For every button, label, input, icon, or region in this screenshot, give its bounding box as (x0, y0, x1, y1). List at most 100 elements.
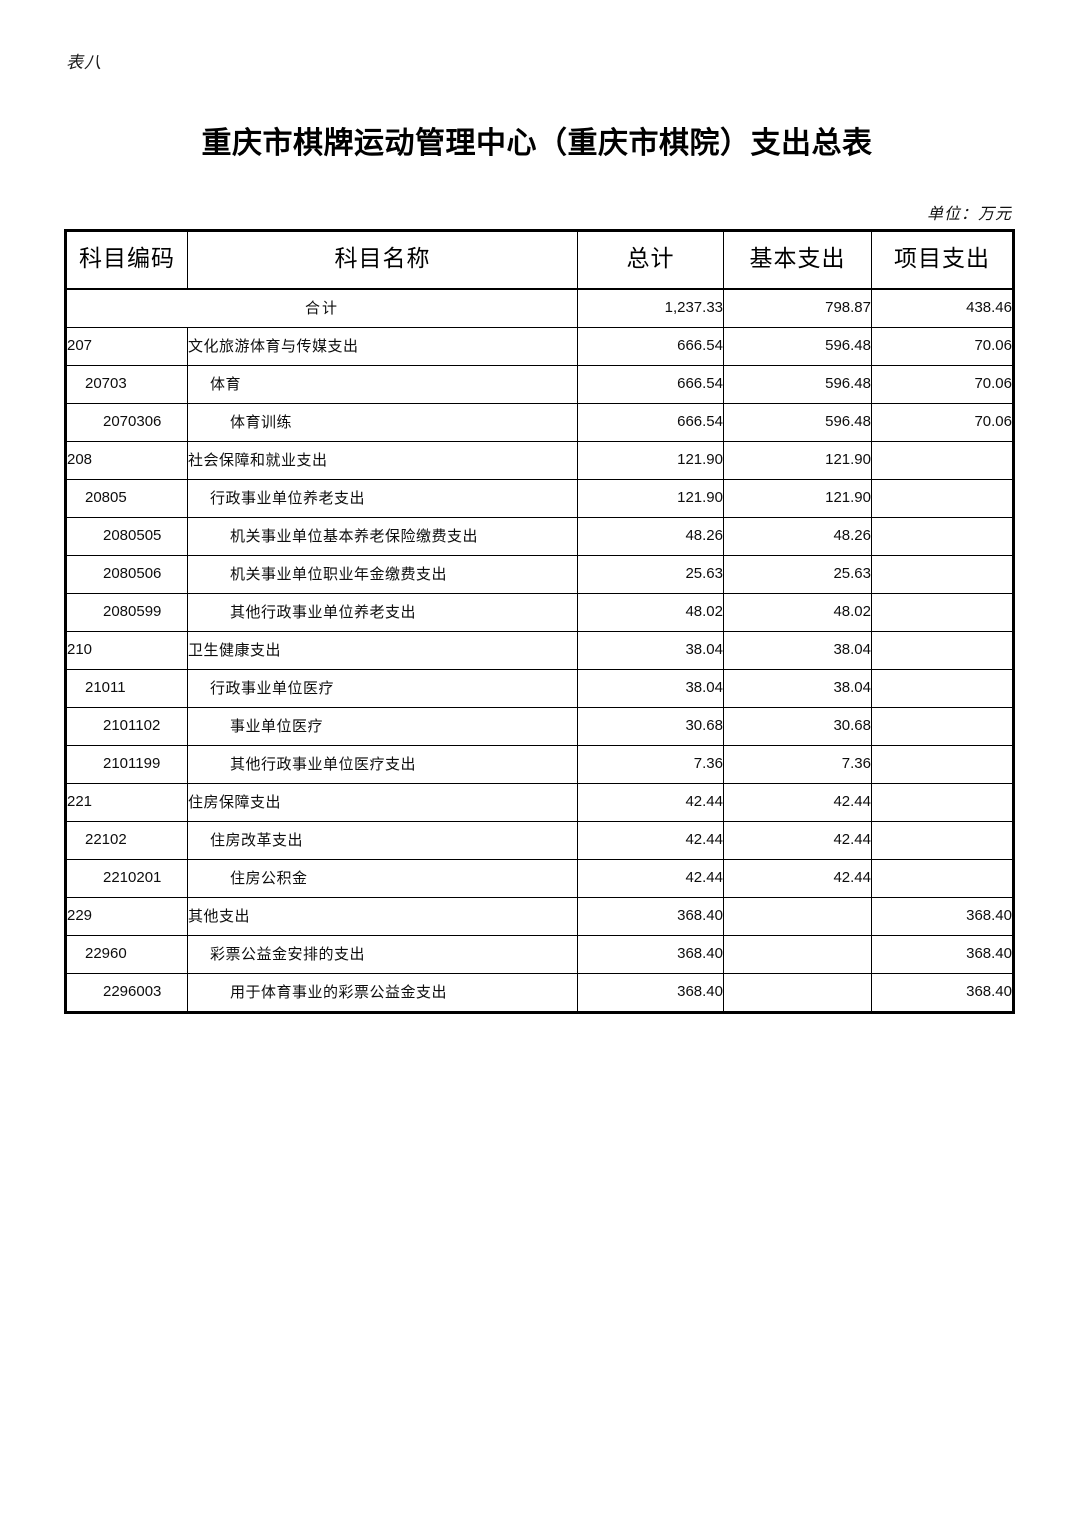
cell-project: 70.06 (871, 365, 1014, 404)
cell-project (871, 859, 1014, 898)
cell-basic: 38.04 (723, 631, 872, 670)
cell-subject-code: 2101199 (65, 745, 188, 784)
cell-basic (723, 935, 872, 974)
cell-subject-code: 208 (65, 441, 188, 480)
column-header-code: 科目编码 (65, 230, 188, 290)
cell-basic: 596.48 (723, 365, 872, 404)
cell-subject-name: 用于体育事业的彩票公益金支出 (187, 973, 578, 1013)
cell-project (871, 555, 1014, 594)
cell-basic (723, 897, 872, 936)
table-row: 207 文化旅游体育与传媒支出 666.54 596.48 70.06 (65, 327, 1014, 366)
table-row: 2080599 其他行政事业单位养老支出 48.02 48.02 (65, 593, 1014, 632)
unit-note: 单位：万元 (926, 204, 1012, 223)
table-row: 20805 行政事业单位养老支出 121.90 121.90 (65, 479, 1014, 518)
cell-total: 666.54 (577, 327, 724, 366)
cell-subject-name: 体育训练 (187, 403, 578, 442)
cell-subject-name: 其他支出 (187, 897, 578, 936)
cell-subject-name: 社会保障和就业支出 (187, 441, 578, 480)
cell-total: 38.04 (577, 669, 724, 708)
form-number-label: 表八 (66, 53, 102, 73)
cell-subject-code: 207 (65, 327, 188, 366)
cell-subject-name: 住房公积金 (187, 859, 578, 898)
table-row-grand-total: 合计 1,237.33 798.87 438.46 (65, 288, 1014, 328)
cell-subject-code: 229 (65, 897, 188, 936)
cell-project: 70.06 (871, 403, 1014, 442)
table-row: 2210201 住房公积金 42.44 42.44 (65, 859, 1014, 898)
cell-basic: 48.02 (723, 593, 872, 632)
cell-project: 368.40 (871, 897, 1014, 936)
cell-total: 666.54 (577, 403, 724, 442)
table-row: 2080506 机关事业单位职业年金缴费支出 25.63 25.63 (65, 555, 1014, 594)
cell-subject-code: 22960 (65, 935, 188, 974)
cell-total: 30.68 (577, 707, 724, 746)
cell-subject-name: 住房改革支出 (187, 821, 578, 860)
table-row: 229 其他支出 368.40 368.40 (65, 897, 1014, 936)
cell-project: 368.40 (871, 935, 1014, 974)
table-row: 2101102 事业单位医疗 30.68 30.68 (65, 707, 1014, 746)
cell-subject-name: 机关事业单位职业年金缴费支出 (187, 555, 578, 594)
page-title: 重庆市棋牌运动管理中心（重庆市棋院）支出总表 (201, 126, 873, 161)
cell-total: 25.63 (577, 555, 724, 594)
cell-subject-code: 20703 (65, 365, 188, 404)
cell-basic (723, 973, 872, 1013)
cell-subject-code: 2080599 (65, 593, 188, 632)
table-row: 2101199 其他行政事业单位医疗支出 7.36 7.36 (65, 745, 1014, 784)
cell-subject-code: 221 (65, 783, 188, 822)
expenditure-table: 科目编码 科目名称 总计 基本支出 项目支出 合计 1,237.33 798.8… (64, 229, 1015, 1014)
table-row: 2296003 用于体育事业的彩票公益金支出 368.40 368.40 (65, 973, 1014, 1013)
column-header-name: 科目名称 (187, 230, 578, 290)
cell-project (871, 631, 1014, 670)
cell-project (871, 479, 1014, 518)
cell-subject-code: 2080505 (65, 517, 188, 556)
cell-project (871, 707, 1014, 746)
table-row: 2070306 体育训练 666.54 596.48 70.06 (65, 403, 1014, 442)
table-row: 22960 彩票公益金安排的支出 368.40 368.40 (65, 935, 1014, 974)
cell-total: 48.26 (577, 517, 724, 556)
cell-project (871, 669, 1014, 708)
cell-basic: 7.36 (723, 745, 872, 784)
cell-total: 38.04 (577, 631, 724, 670)
grand-total-total: 1,237.33 (577, 288, 724, 328)
cell-subject-code: 2070306 (65, 403, 188, 442)
cell-subject-name: 行政事业单位医疗 (187, 669, 578, 708)
cell-total: 121.90 (577, 441, 724, 480)
cell-project (871, 745, 1014, 784)
cell-subject-name: 其他行政事业单位医疗支出 (187, 745, 578, 784)
cell-subject-code: 22102 (65, 821, 188, 860)
cell-basic: 596.48 (723, 403, 872, 442)
cell-basic: 48.26 (723, 517, 872, 556)
table-body: 合计 1,237.33 798.87 438.46 207 文化旅游体育与传媒支出… (65, 288, 1014, 1013)
column-header-basic: 基本支出 (723, 230, 872, 290)
cell-project (871, 783, 1014, 822)
cell-project (871, 517, 1014, 556)
column-header-total: 总计 (577, 230, 724, 290)
cell-project: 368.40 (871, 973, 1014, 1013)
cell-subject-name: 事业单位医疗 (187, 707, 578, 746)
cell-project (871, 441, 1014, 480)
table-row: 2080505 机关事业单位基本养老保险缴费支出 48.26 48.26 (65, 517, 1014, 556)
grand-total-label: 合计 (65, 288, 578, 328)
cell-subject-name: 体育 (187, 365, 578, 404)
table-header: 科目编码 科目名称 总计 基本支出 项目支出 (65, 230, 1014, 290)
cell-total: 666.54 (577, 365, 724, 404)
cell-total: 42.44 (577, 859, 724, 898)
cell-basic: 42.44 (723, 859, 872, 898)
cell-subject-code: 210 (65, 631, 188, 670)
grand-total-basic: 798.87 (723, 288, 872, 328)
table-row: 20703 体育 666.54 596.48 70.06 (65, 365, 1014, 404)
cell-total: 368.40 (577, 973, 724, 1013)
cell-total: 42.44 (577, 783, 724, 822)
cell-subject-name: 住房保障支出 (187, 783, 578, 822)
cell-total: 121.90 (577, 479, 724, 518)
cell-subject-name: 彩票公益金安排的支出 (187, 935, 578, 974)
cell-basic: 25.63 (723, 555, 872, 594)
cell-project (871, 593, 1014, 632)
cell-total: 48.02 (577, 593, 724, 632)
cell-basic: 38.04 (723, 669, 872, 708)
table-row: 210 卫生健康支出 38.04 38.04 (65, 631, 1014, 670)
cell-total: 7.36 (577, 745, 724, 784)
cell-subject-code: 20805 (65, 479, 188, 518)
cell-subject-name: 卫生健康支出 (187, 631, 578, 670)
column-header-project: 项目支出 (871, 230, 1014, 290)
cell-subject-code: 2296003 (65, 973, 188, 1013)
